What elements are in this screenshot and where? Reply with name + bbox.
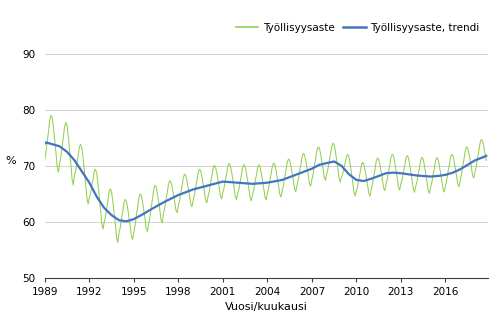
Line: Työllisyysaste: Työllisyysaste [45, 115, 486, 242]
Työllisyysaste, trendi [197, 186, 203, 190]
Työllisyysaste, trendi [43, 141, 49, 144]
Työllisyysaste, trendi [242, 181, 248, 185]
Työllisyysaste, trendi [293, 173, 299, 177]
Line: Työllisyysaste, trendi: Työllisyysaste, trendi [45, 142, 486, 221]
Työllisyysaste [54, 165, 60, 169]
Työllisyysaste [242, 164, 248, 168]
Työllisyysaste [197, 167, 203, 171]
Työllisyysaste [42, 158, 48, 162]
Työllisyysaste, trendi [54, 144, 60, 148]
Työllisyysaste, trendi [483, 154, 489, 158]
Työllisyysaste [115, 240, 121, 244]
Työllisyysaste, trendi [124, 219, 129, 223]
Työllisyysaste, trendi [165, 198, 170, 202]
Työllisyysaste [293, 190, 299, 194]
Työllisyysaste, trendi [42, 142, 48, 145]
Työllisyysaste [48, 114, 54, 117]
Legend: Työllisyysaste, Työllisyysaste, trendi: Työllisyysaste, Työllisyysaste, trendi [231, 19, 483, 37]
Työllisyysaste [483, 159, 489, 162]
Työllisyysaste, trendi [177, 193, 183, 197]
Työllisyysaste [177, 199, 183, 203]
Y-axis label: %: % [5, 156, 16, 166]
Työllisyysaste [165, 191, 170, 195]
X-axis label: Vuosi/kuukausi: Vuosi/kuukausi [225, 302, 308, 313]
